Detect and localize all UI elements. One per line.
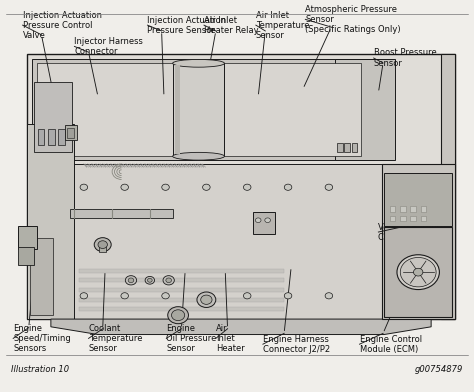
Bar xyxy=(400,206,406,212)
Bar xyxy=(400,216,406,221)
Circle shape xyxy=(201,295,212,304)
Bar xyxy=(79,278,284,282)
Bar xyxy=(37,129,44,145)
Bar xyxy=(79,307,284,311)
Bar xyxy=(382,164,455,319)
Bar xyxy=(173,64,225,156)
Circle shape xyxy=(413,268,423,276)
Bar xyxy=(32,60,374,160)
Bar xyxy=(440,54,455,319)
Ellipse shape xyxy=(173,60,225,67)
Text: Engine Control
Module (ECM): Engine Control Module (ECM) xyxy=(359,335,422,354)
Text: Injector Harness
Connector: Injector Harness Connector xyxy=(74,37,143,56)
Circle shape xyxy=(80,184,88,191)
Circle shape xyxy=(397,255,439,290)
Circle shape xyxy=(163,276,174,285)
Bar xyxy=(18,226,36,249)
Bar xyxy=(79,269,284,273)
Bar xyxy=(70,209,173,218)
Bar xyxy=(175,65,180,154)
Text: Coolant
Temperature
Sensor: Coolant Temperature Sensor xyxy=(89,324,142,353)
Circle shape xyxy=(284,293,292,299)
Circle shape xyxy=(94,238,111,252)
Text: Injection Actuation
Pressure Control
Valve: Injection Actuation Pressure Control Val… xyxy=(23,11,101,40)
Bar xyxy=(390,216,395,221)
Circle shape xyxy=(162,184,169,191)
Circle shape xyxy=(325,293,333,299)
Bar xyxy=(337,143,343,152)
Circle shape xyxy=(172,310,185,321)
Text: Atmospheric Pressure
Sensor
(Specific Ratings Only): Atmospheric Pressure Sensor (Specific Ra… xyxy=(305,5,401,34)
Bar xyxy=(48,129,55,145)
Bar xyxy=(65,125,77,140)
Bar xyxy=(99,245,107,252)
Circle shape xyxy=(255,218,261,223)
Bar xyxy=(27,124,74,319)
Text: Air Inlet
Temperature
Sensor: Air Inlet Temperature Sensor xyxy=(256,11,310,40)
Circle shape xyxy=(147,278,152,282)
Circle shape xyxy=(244,184,251,191)
Bar xyxy=(421,216,427,221)
Bar xyxy=(79,288,284,292)
Bar xyxy=(410,206,416,212)
Ellipse shape xyxy=(173,152,225,160)
Circle shape xyxy=(145,276,155,284)
Bar xyxy=(79,298,284,302)
Circle shape xyxy=(202,293,210,299)
Circle shape xyxy=(168,307,189,324)
Bar xyxy=(67,128,74,138)
Circle shape xyxy=(244,293,251,299)
Circle shape xyxy=(166,278,172,283)
Bar xyxy=(27,164,455,319)
Circle shape xyxy=(162,293,169,299)
Bar xyxy=(27,54,455,319)
Text: Engine Harness
Connector J2/P2: Engine Harness Connector J2/P2 xyxy=(263,335,330,354)
Bar xyxy=(345,143,350,152)
Circle shape xyxy=(121,293,128,299)
Text: Air Inlet
Heater Relay: Air Inlet Heater Relay xyxy=(204,16,259,34)
Text: Vehicle Harness
Connector J1/P1: Vehicle Harness Connector J1/P1 xyxy=(378,223,446,241)
Circle shape xyxy=(284,184,292,191)
Bar xyxy=(410,216,416,221)
Circle shape xyxy=(445,255,450,260)
Bar xyxy=(390,206,395,212)
Circle shape xyxy=(80,293,88,299)
Circle shape xyxy=(202,184,210,191)
Bar xyxy=(30,238,53,315)
Text: Boost Pressure
Sensor: Boost Pressure Sensor xyxy=(374,49,437,67)
Circle shape xyxy=(98,241,108,249)
Bar xyxy=(36,64,361,156)
Circle shape xyxy=(445,224,450,229)
Bar xyxy=(384,173,452,226)
Bar xyxy=(384,227,452,317)
Bar xyxy=(335,60,395,160)
Bar xyxy=(18,247,35,265)
Bar xyxy=(254,212,275,234)
Text: Engine
Oil Pressure
Sensor: Engine Oil Pressure Sensor xyxy=(166,324,217,353)
Circle shape xyxy=(125,276,137,285)
Circle shape xyxy=(265,218,271,223)
Circle shape xyxy=(325,184,333,191)
Text: g00754879: g00754879 xyxy=(415,365,463,374)
Bar xyxy=(58,129,65,145)
Text: Injection Actuation
Pressure Sensor: Injection Actuation Pressure Sensor xyxy=(147,16,227,34)
Circle shape xyxy=(197,292,216,307)
Bar xyxy=(352,143,357,152)
Circle shape xyxy=(128,278,134,283)
Bar xyxy=(421,206,427,212)
Text: Illustration 10: Illustration 10 xyxy=(11,365,69,374)
Text: Air
Inlet
Heater: Air Inlet Heater xyxy=(216,324,245,353)
Circle shape xyxy=(445,286,450,290)
Polygon shape xyxy=(51,319,431,334)
Circle shape xyxy=(121,184,128,191)
Text: Engine
Speed/Timing
Sensors: Engine Speed/Timing Sensors xyxy=(13,324,71,353)
Circle shape xyxy=(400,258,436,287)
Bar xyxy=(35,82,72,152)
